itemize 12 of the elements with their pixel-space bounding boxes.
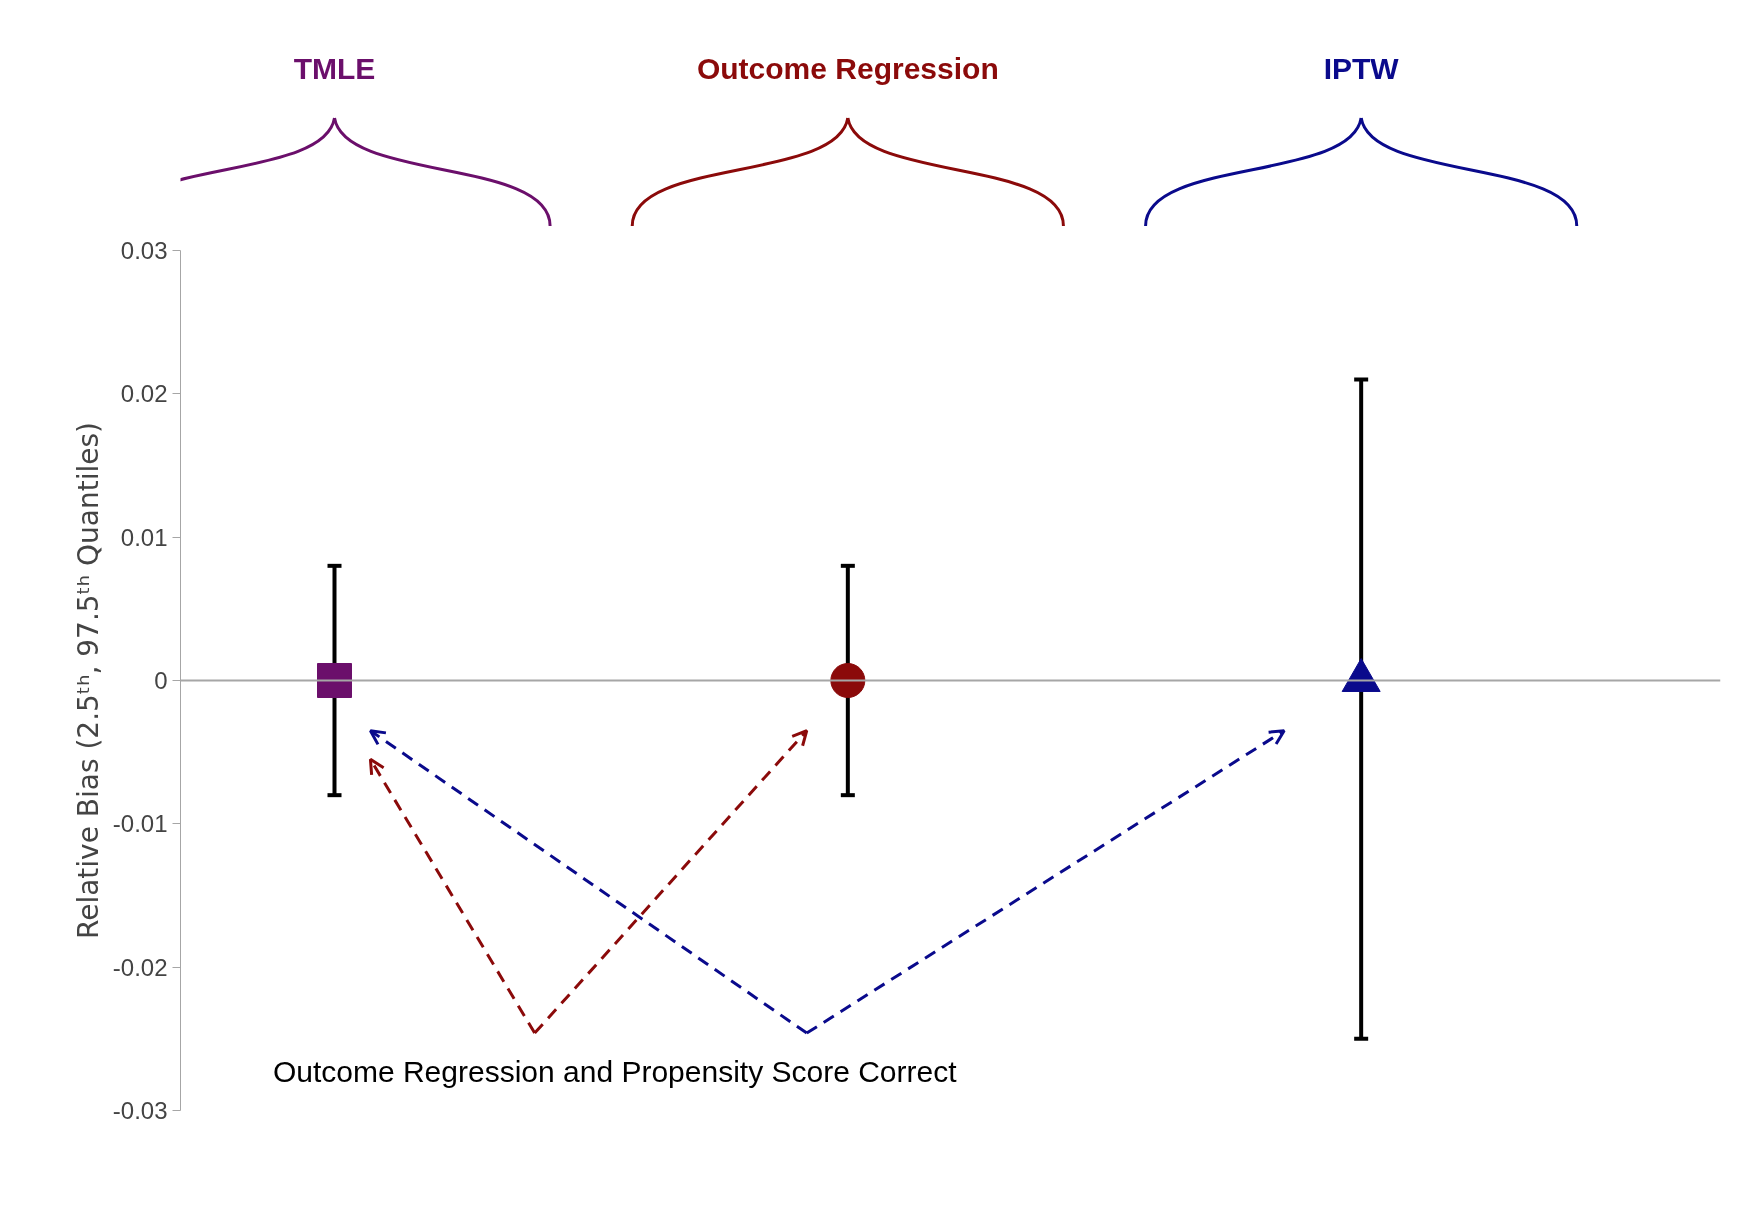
y-tick-label: -0.03: [112, 1097, 168, 1124]
y-tick-label: 0.03: [120, 237, 168, 264]
y-tick-label: 0.01: [120, 523, 168, 551]
y-tick-label: -0.01: [112, 810, 168, 838]
y-tick-label: -0.02: [112, 953, 168, 981]
annotation: Outcome Regression and Propensity Score Correct: [272, 1055, 958, 1089]
x-tick-label: TMLE: [293, 52, 376, 85]
x-tick-label: Outcome Regression: [696, 52, 999, 85]
y-tick-label: 0.02: [120, 380, 168, 408]
y-tick-label: 0: [154, 667, 168, 694]
y-axis-title: Relative Bias (2.5ᵗʰ, 97.5ᵗʰ Quantiles): [71, 421, 105, 940]
x-tick-label: IPTW: [1323, 52, 1400, 85]
